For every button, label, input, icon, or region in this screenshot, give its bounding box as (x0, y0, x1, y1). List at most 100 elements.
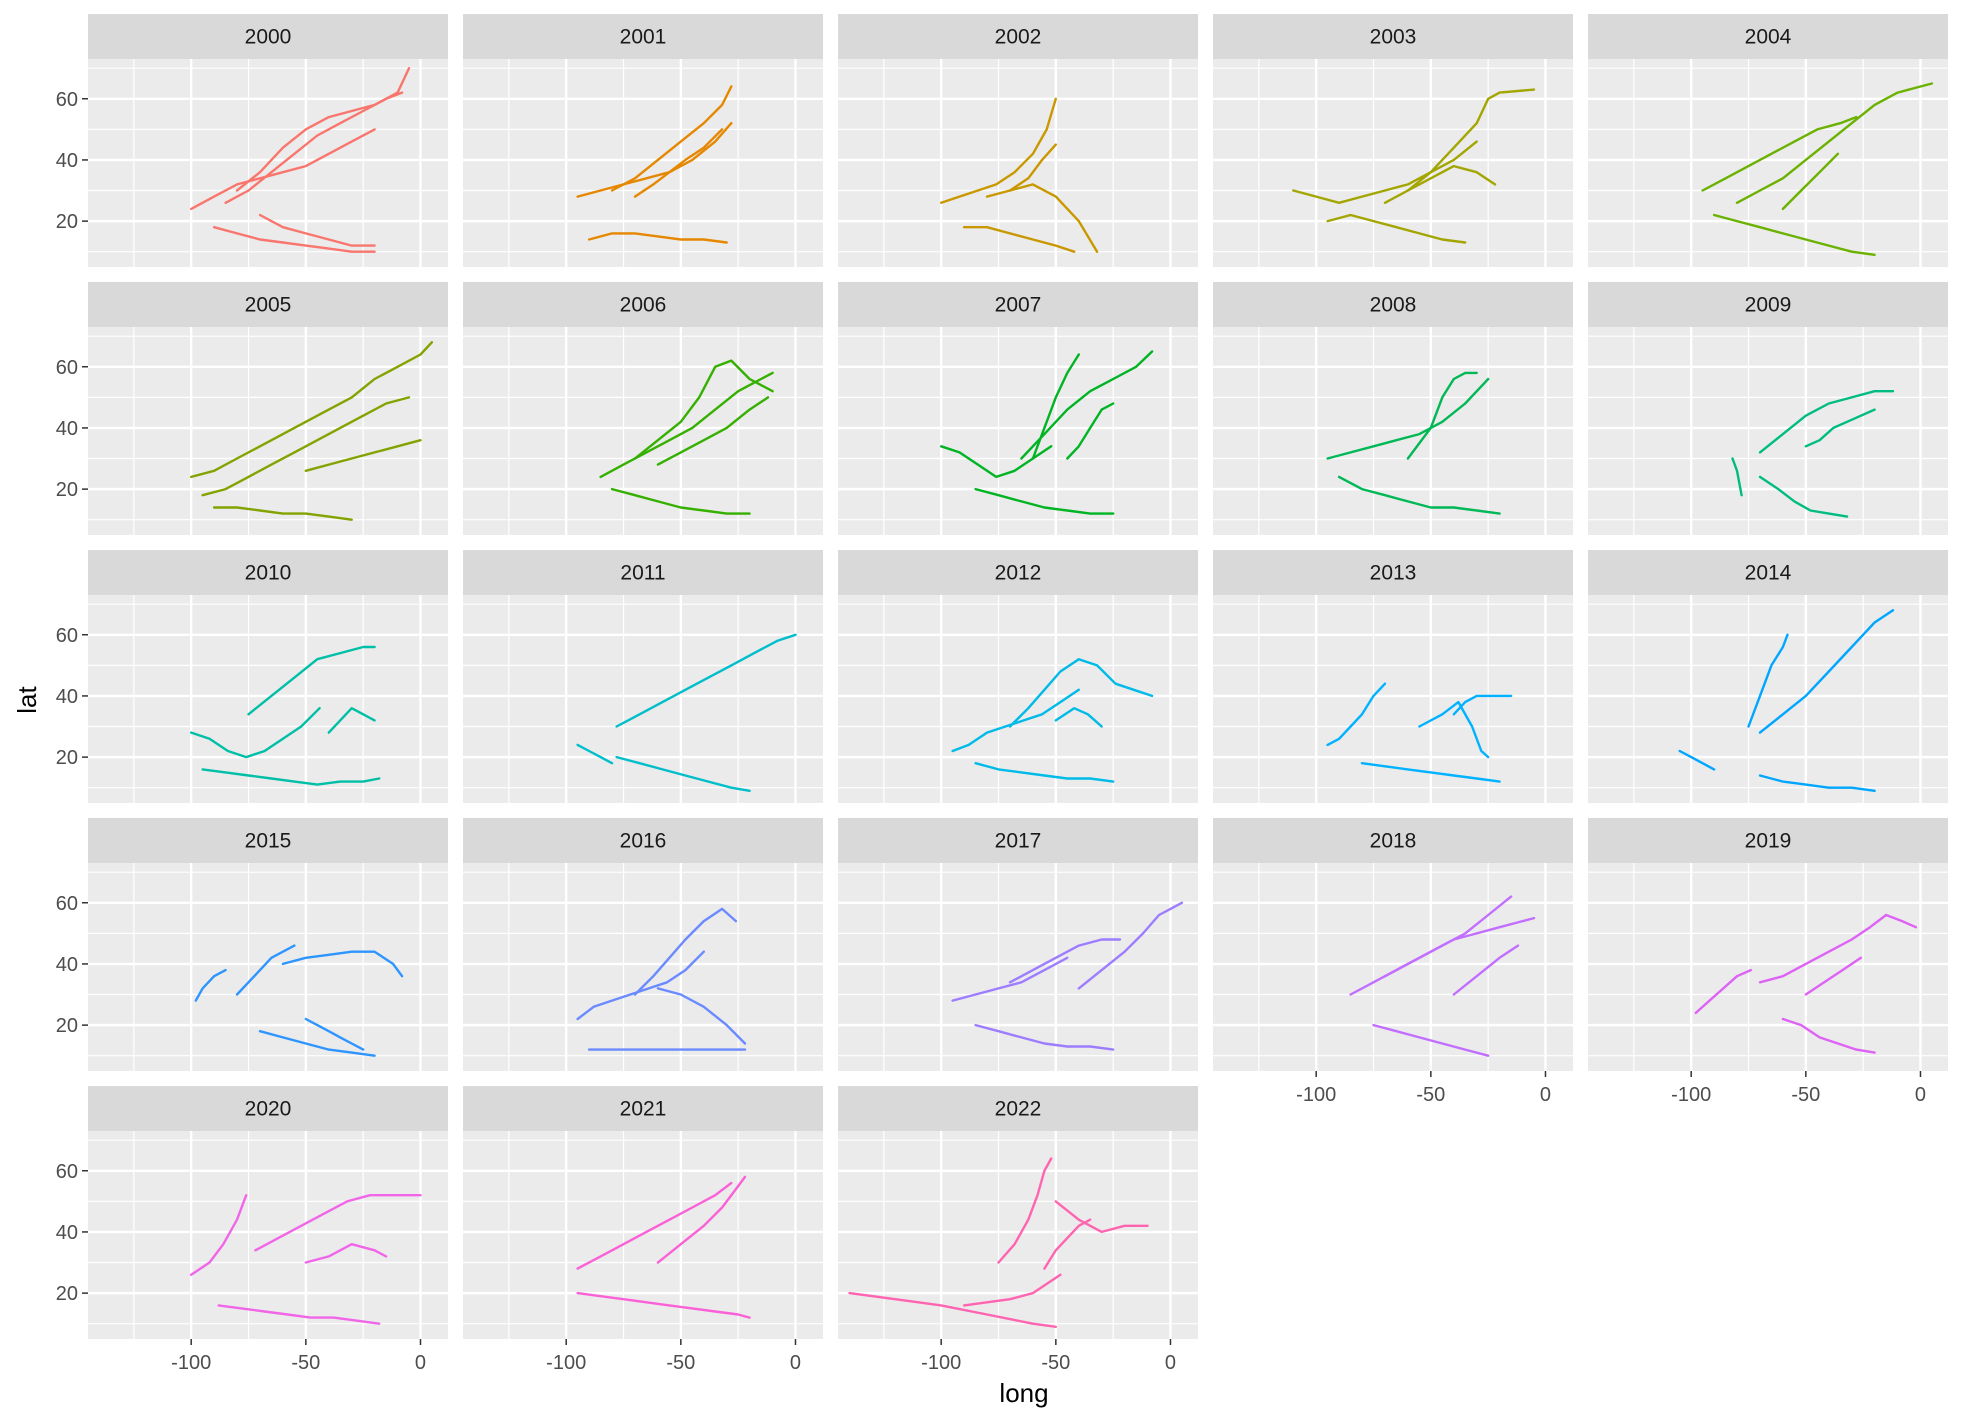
series-line (1326, 213, 1467, 244)
x-axis-title: long (999, 1378, 1048, 1408)
series-line (1008, 938, 1122, 984)
series-line (615, 755, 751, 792)
y-tick-label: 40 (56, 1222, 78, 1244)
series-line (189, 707, 321, 759)
facet-panel-2001: 2001 (463, 14, 823, 267)
y-tick-label: 20 (56, 747, 78, 769)
series-line (1326, 377, 1490, 460)
series-line (1758, 774, 1876, 792)
y-axis-title: lat (12, 685, 42, 713)
facet-strip-label: 2004 (1745, 26, 1792, 49)
y-tick-label: 60 (56, 357, 78, 379)
series-line (235, 66, 411, 192)
series-group (194, 944, 404, 1057)
facet-strip-label: 2020 (245, 1098, 292, 1121)
facet-panel-2004: 2004 (1588, 14, 1948, 267)
x-tick-label: 0 (1540, 1084, 1551, 1106)
x-tick-label: 0 (790, 1352, 801, 1374)
panel-background (463, 59, 823, 267)
series-line (656, 396, 770, 466)
facet-panel-2021: 2021 -100 -50 0 (463, 1086, 823, 1374)
x-tick-label: -50 (1791, 1084, 1820, 1106)
y-tick-label: 20 (56, 1283, 78, 1305)
facet-panel-2018: 2018 -100 -50 0 (1213, 818, 1573, 1106)
series-line (1804, 956, 1863, 996)
facet-panel-2009: 2009 (1588, 282, 1948, 535)
series-line (1326, 682, 1387, 747)
series-line (1694, 968, 1753, 1015)
panel-background (838, 595, 1198, 803)
facet-panel-2016: 2016 (463, 818, 823, 1071)
facet-strip-label: 2000 (245, 26, 292, 49)
series-line (656, 1175, 747, 1264)
facet-strip-label: 2002 (995, 26, 1042, 49)
series-line (258, 213, 376, 247)
facet-strip (1213, 818, 1573, 863)
x-tick-label: -50 (1416, 1084, 1445, 1106)
facet-strip (463, 282, 823, 327)
series-line (951, 956, 1069, 1002)
series-line (1758, 390, 1895, 454)
series-line (997, 1157, 1053, 1264)
facet-panel-2003: 2003 (1213, 14, 1573, 267)
series-line (304, 439, 422, 472)
series-line (656, 987, 747, 1045)
facet-strip-label: 2005 (245, 294, 292, 317)
series-line (217, 1304, 381, 1325)
facet-strip (838, 1086, 1198, 1131)
series-line (1781, 152, 1840, 211)
facet-strip-label: 2008 (1370, 294, 1417, 317)
series-line (1758, 913, 1918, 984)
facet-strip (1213, 14, 1573, 59)
facet-strip (838, 14, 1198, 59)
facet-strip (88, 818, 448, 863)
series-group (848, 1157, 1149, 1329)
x-tick-label: -100 (1671, 1084, 1711, 1106)
series-line (848, 1291, 1058, 1329)
facet-strip (88, 282, 448, 327)
x-tick-label: -100 (921, 1352, 961, 1374)
series-group (1694, 913, 1918, 1054)
series-line (974, 1023, 1115, 1051)
series-line (1804, 408, 1876, 448)
series-line (1758, 475, 1849, 518)
y-tick-label: 40 (56, 150, 78, 172)
panel-background (463, 863, 823, 1071)
x-tick-label: -100 (546, 1352, 586, 1374)
series-group (1678, 609, 1895, 792)
series-line (1452, 694, 1513, 716)
panel-background (1588, 327, 1948, 535)
series-line (974, 487, 1115, 515)
series-group (576, 907, 747, 1051)
series-line (1735, 82, 1934, 205)
series-line (1383, 916, 1536, 978)
series-line (1758, 609, 1895, 734)
series-line (610, 487, 751, 515)
facet-strip (463, 14, 823, 59)
series-line (1406, 88, 1536, 192)
facet-strip (463, 1086, 823, 1131)
facet-panel-2010: 2010 20 40 60 (56, 550, 448, 803)
series-group (1701, 82, 1934, 257)
series-group (599, 359, 774, 515)
series-line (1292, 140, 1478, 205)
series-line (985, 183, 1099, 253)
facet-strip-label: 2022 (995, 1098, 1042, 1121)
facet-strip-label: 2014 (1745, 562, 1792, 585)
series-line (1008, 658, 1154, 728)
series-line (1406, 371, 1478, 460)
facet-strip (838, 282, 1198, 327)
series-group (189, 645, 381, 786)
series-line (940, 97, 1058, 205)
series-group (576, 633, 797, 792)
y-tick-label: 40 (56, 686, 78, 708)
facet-panel-2011: 2011 (463, 550, 823, 803)
facet-strip (1213, 550, 1573, 595)
facet-strip-label: 2011 (620, 562, 665, 585)
series-line (1031, 353, 1081, 460)
series-group (1292, 88, 1536, 244)
facet-strip-label: 2012 (995, 562, 1042, 585)
series-line (189, 341, 434, 479)
facet-panel-2015: 2015 20 40 60 (56, 818, 448, 1071)
